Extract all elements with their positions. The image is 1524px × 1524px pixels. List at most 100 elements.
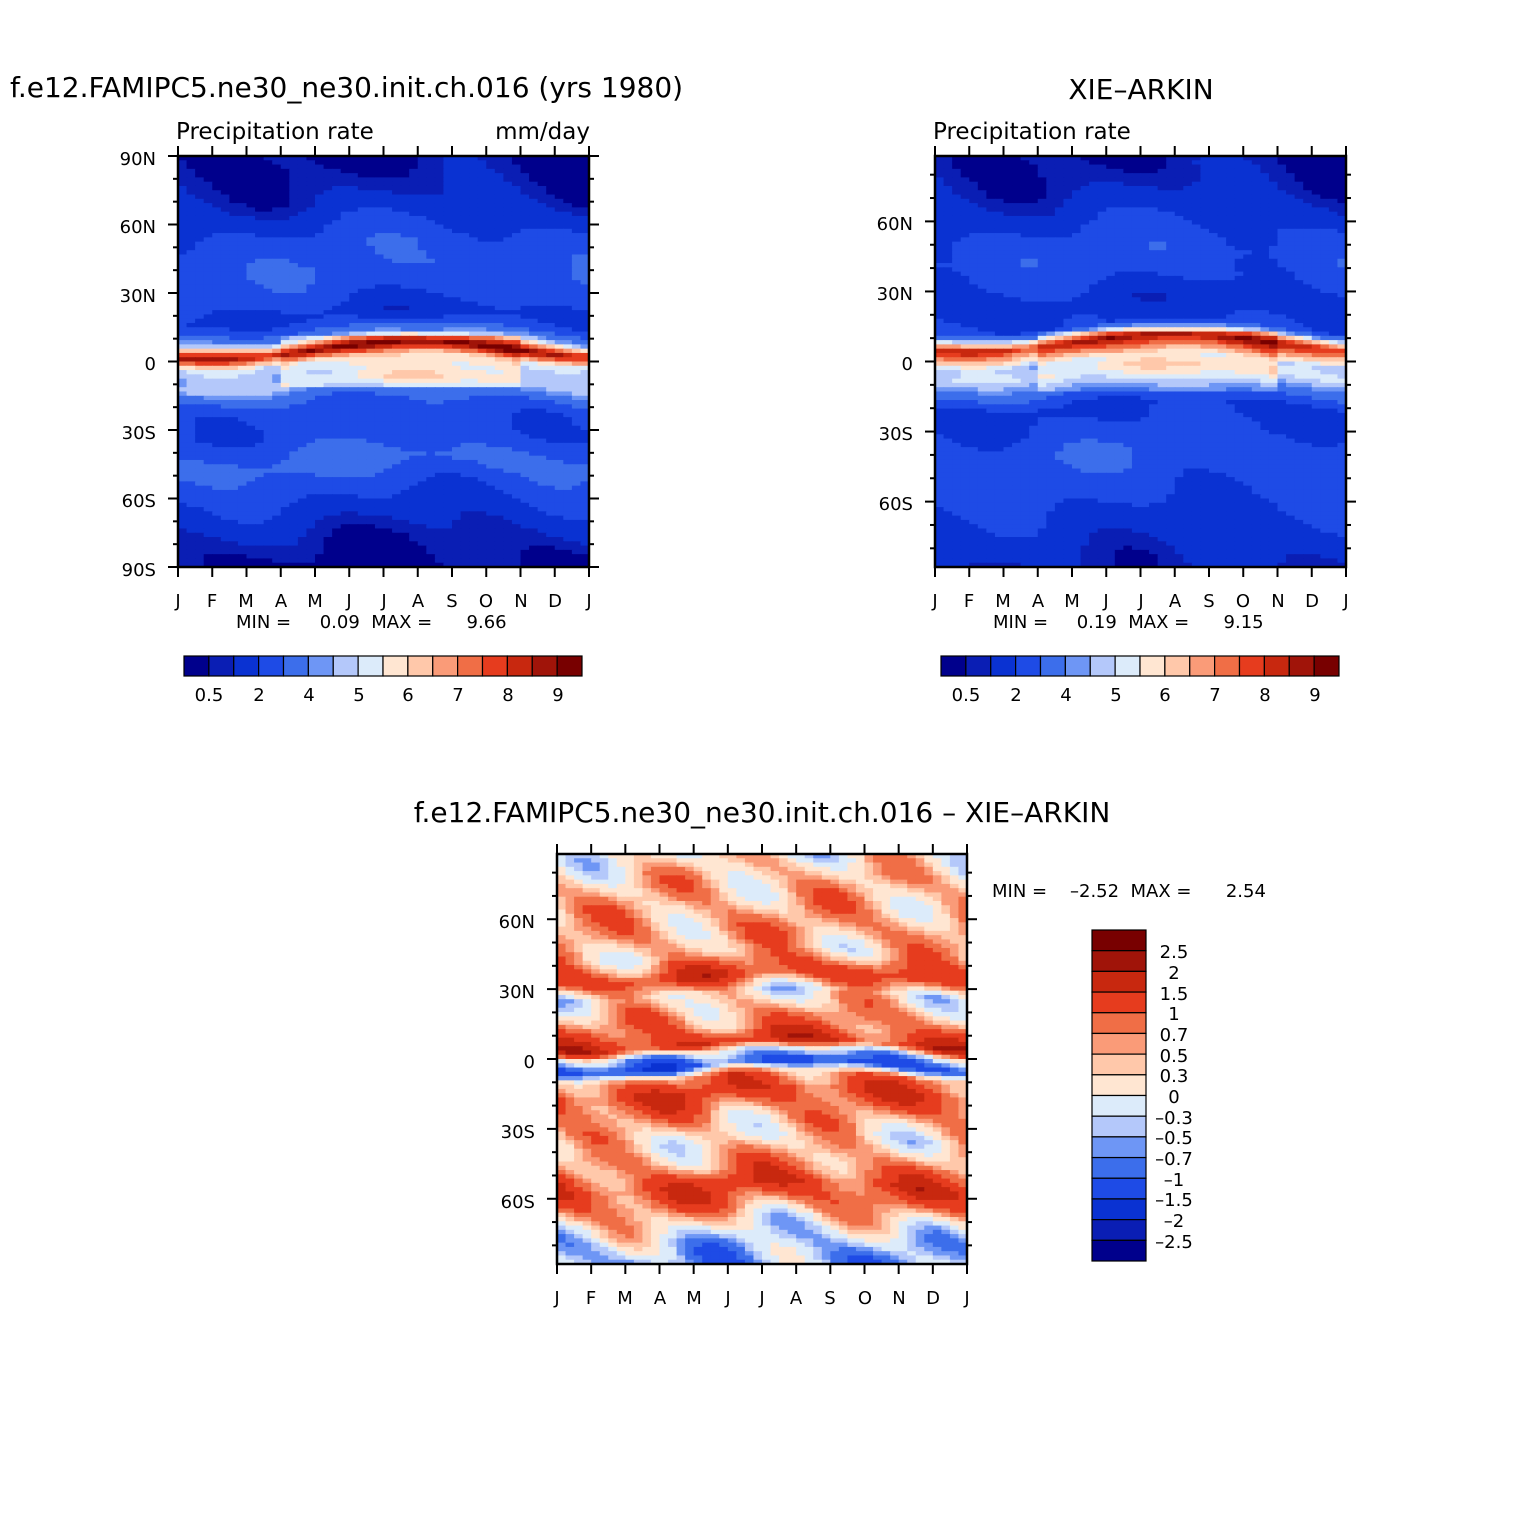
field-cell <box>554 370 564 375</box>
field-cell <box>494 545 504 551</box>
field-cell <box>306 207 316 213</box>
field-cell <box>195 459 205 465</box>
field-cell <box>960 168 970 174</box>
field-cell <box>969 156 979 161</box>
field-cell <box>537 327 547 333</box>
field-cell <box>306 468 316 474</box>
field-cell <box>417 562 427 567</box>
field-cell <box>546 425 556 431</box>
field-cell <box>417 284 427 290</box>
field-cell <box>477 382 487 388</box>
field-cell <box>434 156 445 161</box>
field-cell <box>469 164 479 170</box>
field-cell <box>580 198 589 204</box>
field-cell <box>486 455 496 461</box>
field-cell <box>392 280 402 286</box>
field-cell <box>537 241 547 247</box>
field-cell <box>220 327 230 333</box>
field-cell <box>332 305 342 311</box>
field-cell <box>374 310 385 316</box>
field-cell <box>1174 168 1184 174</box>
field-cell <box>366 430 376 435</box>
field-cell <box>383 237 393 243</box>
field-cell <box>203 524 213 530</box>
field-cell <box>563 215 573 221</box>
field-cell <box>486 421 496 427</box>
field-cell <box>366 434 376 440</box>
field-cell <box>400 198 410 204</box>
field-cell <box>366 382 376 388</box>
field-cell <box>511 554 522 560</box>
field-cell <box>969 168 979 174</box>
field-cell <box>340 494 350 500</box>
field-cell <box>280 245 290 251</box>
field-cell <box>477 288 487 294</box>
field-cell <box>263 489 273 495</box>
field-cell <box>409 464 419 470</box>
field-cell <box>349 412 359 418</box>
field-cell <box>503 258 513 264</box>
field-cell <box>220 408 230 414</box>
field-cell <box>297 532 308 538</box>
field-cell <box>503 198 513 204</box>
field-cell <box>323 228 333 234</box>
field-cell <box>409 258 419 264</box>
field-cell <box>477 528 487 534</box>
field-cell <box>237 549 248 555</box>
field-cell <box>383 434 393 440</box>
field-cell <box>246 280 256 286</box>
field-cell <box>263 378 273 384</box>
field-cell <box>1157 177 1167 183</box>
field-cell <box>306 335 316 341</box>
field-cell <box>263 284 273 290</box>
field-cell <box>511 489 522 495</box>
field-cell <box>477 519 487 525</box>
field-cell <box>237 361 248 367</box>
field-cell <box>546 515 556 521</box>
field-cell <box>229 365 239 371</box>
field-cell <box>563 442 573 448</box>
field-cell <box>374 305 385 311</box>
field-cell <box>357 545 367 551</box>
field-cell <box>409 370 419 375</box>
field-cell <box>289 194 299 200</box>
field-cell <box>503 434 513 440</box>
field-cell <box>306 370 316 375</box>
field-cell <box>554 267 564 273</box>
field-cell <box>400 348 410 354</box>
field-cell <box>332 374 342 380</box>
field-cell <box>554 357 564 363</box>
field-cell <box>520 348 530 354</box>
field-cell <box>469 314 479 320</box>
field-cell <box>263 237 273 243</box>
field-cell <box>297 203 308 208</box>
field-cell <box>469 357 479 363</box>
field-cell <box>486 549 496 555</box>
field-cell <box>306 507 316 512</box>
field-cell <box>434 318 445 324</box>
field-cell <box>469 532 479 538</box>
field-cell <box>383 524 393 530</box>
field-cell <box>520 224 530 230</box>
field-cell <box>263 502 273 508</box>
field-cell <box>323 541 333 547</box>
field-cell <box>186 468 196 474</box>
field-cell <box>469 181 479 187</box>
field-cell <box>580 395 589 401</box>
field-cell <box>332 421 342 427</box>
field-cell <box>237 554 248 560</box>
field-cell <box>580 301 589 307</box>
field-cell <box>289 421 299 427</box>
field-cell <box>195 173 205 179</box>
field-cell <box>554 455 564 461</box>
field-cell <box>306 348 316 354</box>
field-cell <box>323 387 333 393</box>
field-cell <box>272 541 282 547</box>
field-cell <box>357 387 367 393</box>
field-cell <box>220 340 230 345</box>
field-cell <box>443 502 453 508</box>
field-cell <box>511 507 522 512</box>
field-cell <box>469 241 479 247</box>
field-cell <box>306 425 316 431</box>
field-cell <box>323 519 333 525</box>
